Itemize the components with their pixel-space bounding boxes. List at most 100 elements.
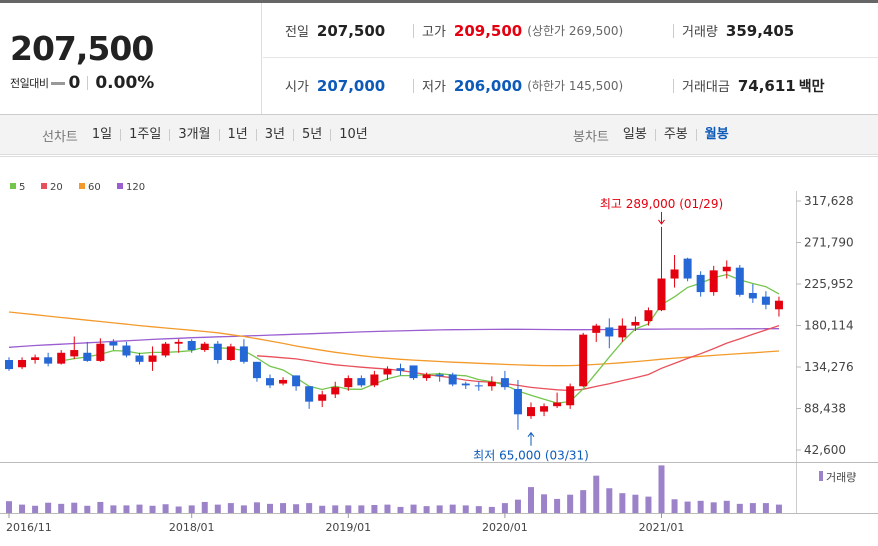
change-percent: 0.00% <box>95 73 155 93</box>
volume-bar <box>149 505 156 513</box>
candle-body <box>5 360 13 370</box>
y-tick-label: 271,790 <box>804 236 854 250</box>
volume-bar <box>619 493 626 513</box>
candle-body <box>357 378 366 386</box>
volume-bar <box>410 504 417 513</box>
volume-bar <box>201 501 208 513</box>
volume-bar <box>71 502 78 513</box>
volume-bar <box>162 504 169 513</box>
prev-close-label: 전일 <box>285 25 309 40</box>
volume-bar <box>188 505 195 513</box>
quote-panel: 207,500 전일대비 0 0.00% 전일 207,500 고가 209,5… <box>0 3 878 115</box>
volume-bar <box>253 502 260 513</box>
candle-body <box>305 386 314 402</box>
range-3y[interactable]: 3년 <box>255 128 293 141</box>
candle-body <box>318 394 327 401</box>
upper-limit-note: (상한가 269,500) <box>527 24 624 38</box>
candle-body <box>187 340 196 351</box>
candle <box>31 354 40 364</box>
volume-bar <box>684 501 691 513</box>
candle-body <box>226 346 235 361</box>
candlestick-chart: 317,628 271,790 225,952 180,114 134,276 88,43… <box>0 156 878 534</box>
candle-body <box>396 368 405 371</box>
candle-body <box>579 334 588 387</box>
candle <box>5 357 13 371</box>
volume-bar <box>306 503 313 513</box>
candle <box>579 332 588 388</box>
candle <box>96 338 105 362</box>
candle-body <box>279 379 288 384</box>
candle-body <box>135 355 144 362</box>
candle <box>383 366 392 380</box>
range-1d[interactable]: 1일 <box>91 127 113 142</box>
candle-body <box>592 325 601 333</box>
candle-body <box>252 361 261 379</box>
volume-bar <box>449 504 456 513</box>
open-cell: 시가 207,000 <box>285 58 385 113</box>
candle-chart-menu: 봉차트 일봉 주봉 월봉 <box>573 115 737 155</box>
volume-bar <box>227 503 234 513</box>
range-10y[interactable]: 10년 <box>330 128 376 141</box>
candle <box>696 271 705 297</box>
volume-bar <box>749 503 756 513</box>
volume-bar <box>280 503 287 513</box>
candle-body <box>266 378 274 386</box>
range-3m[interactable]: 3개월 <box>169 128 218 141</box>
candle <box>174 339 183 353</box>
volume-bar <box>762 503 769 513</box>
range-1y[interactable]: 1년 <box>218 128 256 141</box>
candle <box>527 402 535 419</box>
high-value: 209,500 <box>453 21 523 40</box>
candle-weekly[interactable]: 주봉 <box>654 128 696 141</box>
change-value: 0 <box>68 73 81 93</box>
y-tick-label: 180,114 <box>804 319 854 333</box>
candle-body <box>174 341 183 344</box>
candle <box>513 379 522 430</box>
x-tick-label: 2018/01 <box>169 521 215 534</box>
candle <box>605 318 614 349</box>
candle-body <box>422 374 431 379</box>
candle <box>109 339 118 351</box>
open-label: 시가 <box>285 80 309 95</box>
candle <box>70 336 79 360</box>
low-value: 206,000 <box>453 76 523 95</box>
candle-body <box>644 310 653 322</box>
amount-label: 거래대금 <box>682 80 730 95</box>
candle <box>474 381 483 391</box>
candle <box>422 372 431 381</box>
range-1w[interactable]: 1주일 <box>120 128 169 141</box>
volume-bar <box>332 505 339 513</box>
volume-bar <box>6 501 12 513</box>
candle-daily[interactable]: 일봉 <box>622 127 647 142</box>
candle <box>553 392 562 408</box>
candle-body <box>96 343 105 361</box>
volume-bar <box>723 500 730 513</box>
volume-bar <box>123 505 130 513</box>
volume-bar <box>97 501 104 513</box>
candle <box>657 226 666 312</box>
candle-body <box>566 386 575 406</box>
line-chart-menu: 선차트 1일 1주일 3개월 1년 3년 5년 10년 <box>42 115 376 155</box>
candle-body <box>774 300 783 310</box>
volume-bar <box>475 506 482 513</box>
candle-body <box>461 383 470 386</box>
candle <box>292 375 301 391</box>
candle-body <box>500 378 509 388</box>
divider <box>413 78 414 93</box>
low-label: 저가 <box>422 80 446 95</box>
volume-bar <box>19 504 26 513</box>
low-annotation: 최저 65,000 (03/31) <box>473 449 589 463</box>
candle-body <box>213 343 222 361</box>
volume-bar <box>32 505 39 513</box>
volume-bar <box>528 487 534 513</box>
candle <box>252 361 261 382</box>
high-annotation: 최고 289,000 (01/29) <box>600 197 723 211</box>
candle-monthly[interactable]: 월봉 <box>695 128 737 141</box>
candle <box>461 381 470 389</box>
candle <box>761 291 770 310</box>
range-5y[interactable]: 5년 <box>293 128 330 141</box>
candle <box>748 283 757 303</box>
volume-bar <box>736 503 743 513</box>
volume-bar <box>775 504 782 513</box>
amount-cell: 거래대금 74,611 백만 <box>673 58 825 113</box>
